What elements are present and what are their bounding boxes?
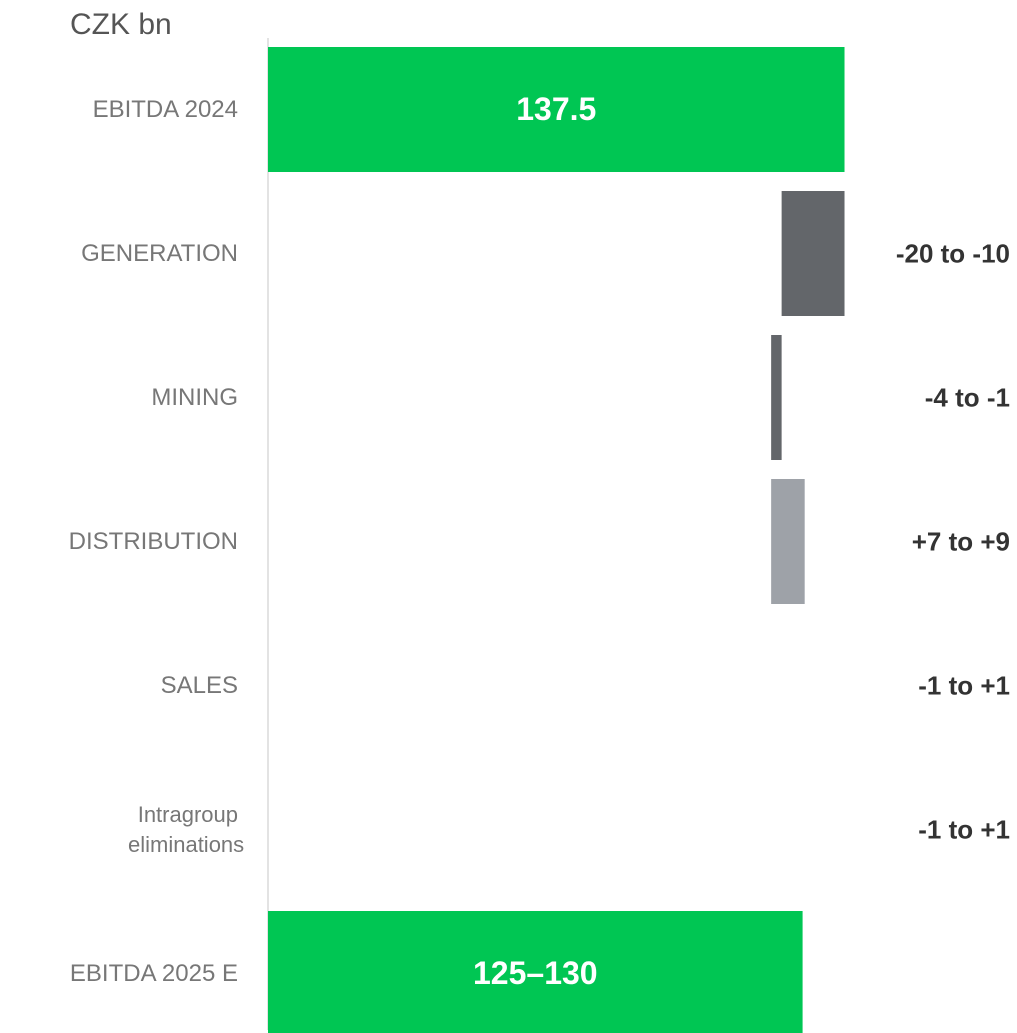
unit-label: CZK bn bbox=[70, 8, 172, 41]
value-label: -20 to -10 bbox=[896, 238, 1010, 268]
value-label: 125–130 bbox=[473, 955, 598, 991]
category-label: DISTRIBUTION bbox=[68, 527, 238, 555]
category-label: GENERATION bbox=[81, 239, 238, 267]
bar bbox=[781, 191, 845, 316]
bar bbox=[771, 335, 782, 460]
bar bbox=[771, 479, 805, 604]
value-label: -1 to +1 bbox=[918, 670, 1010, 700]
category-label: MINING bbox=[151, 383, 238, 411]
category-label: EBITDA 2025 E bbox=[69, 959, 238, 987]
category-label: Intragroup eliminations bbox=[128, 801, 245, 857]
bar bbox=[268, 47, 845, 172]
category-label: SALES bbox=[160, 671, 238, 699]
bar bbox=[268, 911, 803, 1033]
value-label: +7 to +9 bbox=[912, 526, 1010, 556]
value-label: -4 to -1 bbox=[925, 382, 1010, 412]
value-label: 137.5 bbox=[516, 91, 596, 127]
category-label: EBITDA 2024 bbox=[92, 95, 238, 123]
value-label: -1 to +1 bbox=[918, 814, 1010, 844]
